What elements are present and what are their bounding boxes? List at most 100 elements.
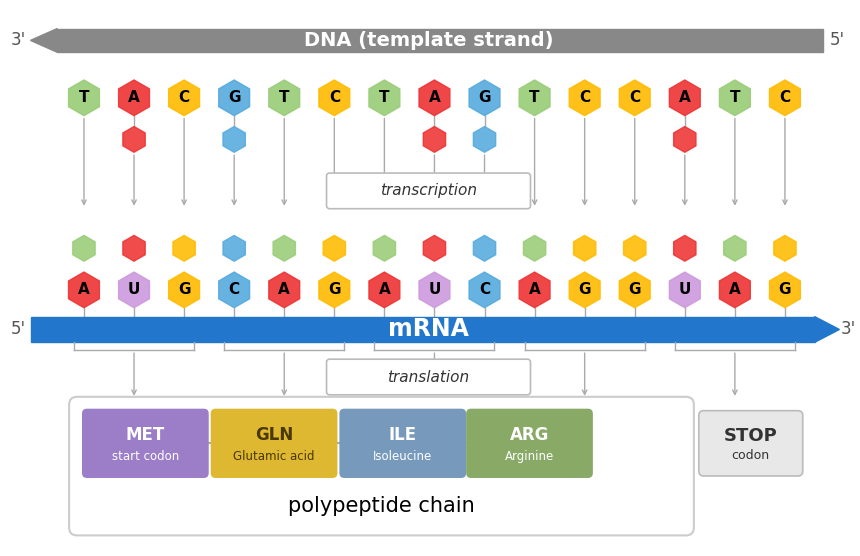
- Polygon shape: [524, 235, 546, 261]
- Text: G: G: [228, 90, 241, 105]
- Text: T: T: [729, 90, 740, 105]
- Text: C: C: [479, 282, 490, 297]
- FancyBboxPatch shape: [30, 65, 831, 520]
- FancyBboxPatch shape: [466, 409, 593, 478]
- Text: 5': 5': [830, 31, 845, 49]
- Polygon shape: [423, 127, 445, 152]
- Polygon shape: [569, 80, 600, 116]
- Text: ILE: ILE: [389, 426, 417, 444]
- Text: G: G: [579, 282, 591, 297]
- Polygon shape: [369, 272, 400, 307]
- Polygon shape: [423, 235, 445, 261]
- Text: 3': 3': [841, 320, 856, 339]
- Text: G: G: [328, 282, 341, 297]
- Polygon shape: [569, 272, 600, 307]
- Polygon shape: [673, 127, 696, 152]
- Polygon shape: [473, 235, 495, 261]
- Text: G: G: [629, 282, 641, 297]
- Polygon shape: [720, 80, 750, 116]
- Text: translation: translation: [388, 370, 470, 385]
- Text: G: G: [778, 282, 791, 297]
- Polygon shape: [30, 28, 58, 52]
- Text: polypeptide chain: polypeptide chain: [288, 496, 475, 516]
- Polygon shape: [473, 127, 495, 152]
- Polygon shape: [223, 127, 245, 152]
- Text: C: C: [630, 90, 641, 105]
- Text: 5': 5': [11, 320, 26, 339]
- Polygon shape: [619, 272, 650, 307]
- Text: U: U: [679, 282, 691, 297]
- Polygon shape: [669, 272, 700, 307]
- Text: GLN: GLN: [255, 426, 293, 444]
- Polygon shape: [218, 272, 249, 307]
- Text: C: C: [329, 90, 340, 105]
- Text: A: A: [679, 90, 691, 105]
- FancyBboxPatch shape: [327, 359, 531, 395]
- Polygon shape: [30, 316, 814, 342]
- Text: C: C: [779, 90, 790, 105]
- Text: G: G: [478, 90, 491, 105]
- Text: T: T: [530, 90, 540, 105]
- FancyBboxPatch shape: [340, 409, 466, 478]
- Text: C: C: [229, 282, 240, 297]
- Polygon shape: [173, 235, 195, 261]
- Polygon shape: [624, 235, 646, 261]
- Polygon shape: [724, 235, 746, 261]
- Polygon shape: [419, 80, 450, 116]
- Text: A: A: [279, 282, 290, 297]
- Text: Arginine: Arginine: [505, 450, 554, 463]
- Polygon shape: [519, 272, 550, 307]
- Polygon shape: [574, 235, 596, 261]
- Polygon shape: [223, 235, 245, 261]
- Polygon shape: [323, 235, 346, 261]
- FancyBboxPatch shape: [699, 411, 802, 476]
- Polygon shape: [169, 80, 200, 116]
- Text: DNA (template strand): DNA (template strand): [304, 31, 553, 50]
- Polygon shape: [69, 272, 100, 307]
- Text: U: U: [428, 282, 440, 297]
- Text: mRNA: mRNA: [388, 317, 469, 341]
- Polygon shape: [269, 80, 299, 116]
- Polygon shape: [123, 127, 145, 152]
- Polygon shape: [673, 235, 696, 261]
- Text: MET: MET: [126, 426, 165, 444]
- Polygon shape: [273, 235, 295, 261]
- Text: STOP: STOP: [724, 426, 777, 445]
- Polygon shape: [669, 80, 700, 116]
- Polygon shape: [119, 80, 150, 116]
- Polygon shape: [770, 272, 801, 307]
- Polygon shape: [774, 235, 796, 261]
- Polygon shape: [814, 316, 839, 342]
- Text: A: A: [78, 282, 89, 297]
- Polygon shape: [169, 272, 200, 307]
- Text: Glutamic acid: Glutamic acid: [233, 450, 315, 463]
- Text: 3': 3': [11, 31, 27, 49]
- Text: C: C: [179, 90, 190, 105]
- Polygon shape: [373, 235, 396, 261]
- Polygon shape: [369, 80, 400, 116]
- Text: U: U: [128, 282, 140, 297]
- FancyBboxPatch shape: [211, 409, 337, 478]
- Polygon shape: [269, 272, 299, 307]
- Text: C: C: [579, 90, 590, 105]
- Text: G: G: [178, 282, 190, 297]
- Polygon shape: [469, 272, 500, 307]
- Polygon shape: [770, 80, 801, 116]
- Text: start codon: start codon: [112, 450, 179, 463]
- Text: A: A: [428, 90, 440, 105]
- Text: T: T: [279, 90, 290, 105]
- Text: A: A: [529, 282, 540, 297]
- Text: T: T: [79, 90, 89, 105]
- Text: Isoleucine: Isoleucine: [373, 450, 433, 463]
- Polygon shape: [69, 80, 100, 116]
- Polygon shape: [319, 272, 350, 307]
- Polygon shape: [720, 272, 750, 307]
- Text: A: A: [378, 282, 390, 297]
- Polygon shape: [73, 235, 95, 261]
- Text: A: A: [128, 90, 140, 105]
- Polygon shape: [419, 272, 450, 307]
- Polygon shape: [519, 80, 550, 116]
- Text: ARG: ARG: [510, 426, 550, 444]
- FancyBboxPatch shape: [69, 397, 694, 535]
- Polygon shape: [119, 272, 150, 307]
